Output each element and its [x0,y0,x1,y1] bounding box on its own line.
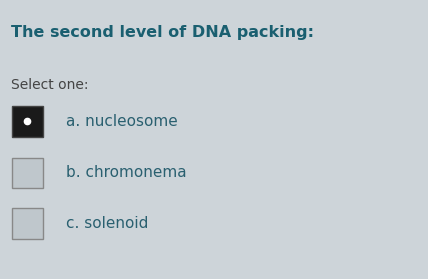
FancyBboxPatch shape [12,106,43,137]
Text: c. solenoid: c. solenoid [66,216,149,231]
Text: b. chromonema: b. chromonema [66,165,187,181]
FancyBboxPatch shape [12,158,43,188]
FancyBboxPatch shape [12,208,43,239]
Text: The second level of DNA packing:: The second level of DNA packing: [11,25,314,40]
Text: a. nucleosome: a. nucleosome [66,114,178,129]
Text: Select one:: Select one: [11,78,88,92]
